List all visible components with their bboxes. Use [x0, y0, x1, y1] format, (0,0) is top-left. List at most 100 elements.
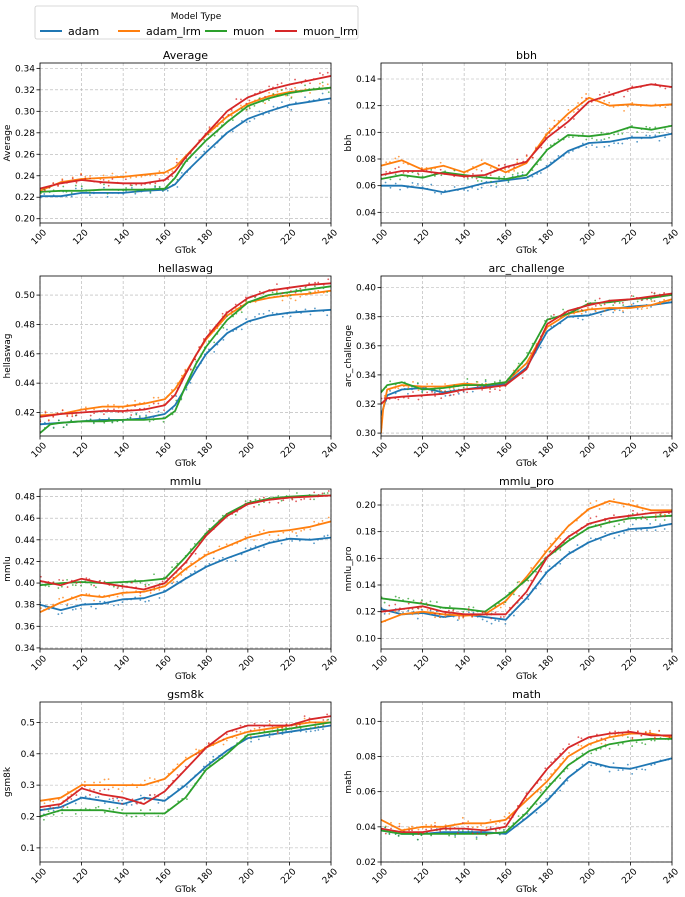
data-point: [281, 101, 283, 103]
data-point: [517, 369, 520, 372]
data-point: [471, 186, 474, 189]
data-point: [140, 184, 143, 186]
data-point: [163, 409, 165, 412]
data-point: [222, 326, 225, 329]
data-point: [264, 102, 266, 105]
data-point: [646, 307, 648, 310]
data-point: [438, 613, 441, 615]
y-tick-label: 0.46: [15, 514, 35, 524]
data-point: [644, 768, 647, 771]
data-point: [603, 145, 606, 148]
data-point: [157, 414, 160, 417]
data-point: [434, 616, 436, 619]
data-point: [175, 399, 178, 402]
data-point: [295, 725, 298, 727]
x-tick-label: 220: [620, 867, 639, 886]
line-muon: [40, 86, 331, 193]
data-point: [626, 105, 629, 108]
y-tick-label: 0.36: [356, 342, 376, 352]
data-point: [494, 619, 497, 622]
data-point: [281, 292, 284, 295]
data-point: [89, 418, 92, 421]
data-point: [276, 83, 279, 86]
data-point: [626, 763, 629, 766]
data-point: [48, 585, 50, 588]
data-point: [313, 520, 316, 523]
data-point: [448, 387, 451, 390]
data-point: [497, 620, 500, 622]
data-point: [636, 131, 639, 133]
series-muon: [40, 718, 331, 821]
data-point: [580, 312, 583, 315]
y-tick-label: 0.36: [15, 622, 35, 632]
data-point: [295, 532, 297, 534]
subplot-title: bbh: [516, 49, 537, 62]
data-point: [321, 81, 324, 84]
data-point: [221, 556, 224, 559]
data-point: [147, 583, 150, 586]
data-point: [608, 747, 611, 750]
data-point: [653, 763, 656, 766]
y-tick-label: 0.06: [356, 182, 376, 192]
data-point: [468, 605, 470, 608]
data-point: [268, 91, 271, 94]
data-point: [389, 380, 392, 383]
data-point: [111, 421, 114, 424]
data-point: [139, 591, 142, 594]
data-point: [268, 99, 270, 102]
data-point: [43, 193, 46, 195]
data-point: [254, 316, 256, 318]
data-point: [121, 799, 123, 802]
data-point: [589, 502, 592, 505]
data-point: [323, 535, 326, 538]
data-point: [476, 385, 479, 387]
data-point: [245, 318, 248, 320]
data-point: [180, 568, 183, 570]
data-point: [646, 529, 648, 532]
data-point: [116, 587, 119, 590]
data-point: [585, 97, 588, 100]
y-axis-label: hellaswag: [3, 333, 13, 378]
data-point: [189, 572, 192, 575]
data-point: [398, 822, 401, 825]
data-point: [277, 534, 280, 537]
x-tick-label: 200: [238, 654, 257, 673]
data-point: [149, 182, 152, 185]
data-point: [653, 739, 656, 742]
data-point: [258, 97, 261, 100]
data-point: [507, 179, 510, 182]
data-point: [222, 121, 225, 124]
data-point: [385, 170, 388, 173]
data-point: [281, 299, 284, 302]
data-point: [503, 168, 506, 170]
x-tick-label: 240: [662, 654, 681, 673]
x-tick-label: 200: [238, 867, 257, 886]
data-point: [664, 515, 666, 518]
x-tick-label: 140: [113, 867, 132, 886]
data-point: [70, 192, 73, 194]
data-point: [144, 600, 147, 603]
data-point: [412, 599, 415, 602]
line-adam: [40, 97, 331, 198]
data-point: [277, 501, 280, 504]
data-point: [507, 181, 510, 184]
data-point: [253, 727, 256, 730]
data-point: [572, 111, 575, 113]
data-point: [253, 117, 256, 120]
data-point: [645, 134, 648, 137]
data-point: [654, 514, 657, 516]
data-point: [268, 732, 271, 735]
data-point: [140, 175, 143, 178]
data-point: [539, 159, 542, 161]
data-point: [314, 729, 317, 732]
data-point: [75, 794, 78, 796]
data-point: [268, 309, 271, 312]
data-point: [663, 528, 666, 530]
data-point: [650, 305, 652, 308]
data-point: [503, 828, 505, 831]
data-point: [108, 418, 110, 421]
data-point: [225, 733, 228, 736]
data-point: [385, 161, 388, 164]
y-tick-label: 0.08: [356, 753, 376, 763]
data-point: [108, 807, 111, 810]
